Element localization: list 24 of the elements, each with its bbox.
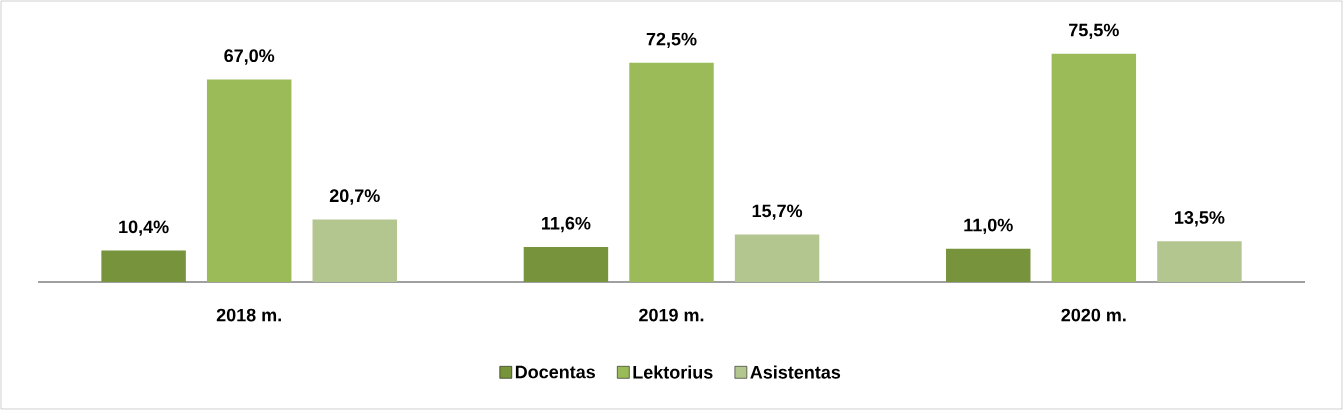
data-label: 75,5% (1069, 23, 1119, 39)
x-tick-label: 2020 m. (1061, 308, 1126, 322)
data-label: 11,0% (964, 218, 1013, 235)
x-tick-label: 2018 m. (216, 308, 281, 322)
legend-label: Lektorius (633, 365, 713, 379)
bar (312, 219, 397, 282)
data-label: 11,6% (542, 216, 591, 233)
data-label: 67,0% (224, 49, 275, 65)
bar (946, 248, 1031, 282)
bar (1051, 53, 1137, 282)
bar (1157, 241, 1242, 282)
bar (523, 246, 609, 282)
data-label: 10,4% (119, 220, 169, 236)
data-label: 15,7% (752, 204, 803, 220)
data-label: 13,5% (1175, 211, 1225, 227)
bar (206, 79, 292, 282)
bar (734, 234, 820, 282)
legend-label: Docentas (515, 365, 595, 379)
bar (101, 250, 186, 282)
data-label: 20,7% (329, 189, 380, 205)
bar (629, 62, 714, 282)
x-tick-label: 2019 m. (639, 308, 704, 322)
legend-label: Asistentas (750, 365, 841, 379)
data-label: 72,5% (646, 32, 697, 49)
